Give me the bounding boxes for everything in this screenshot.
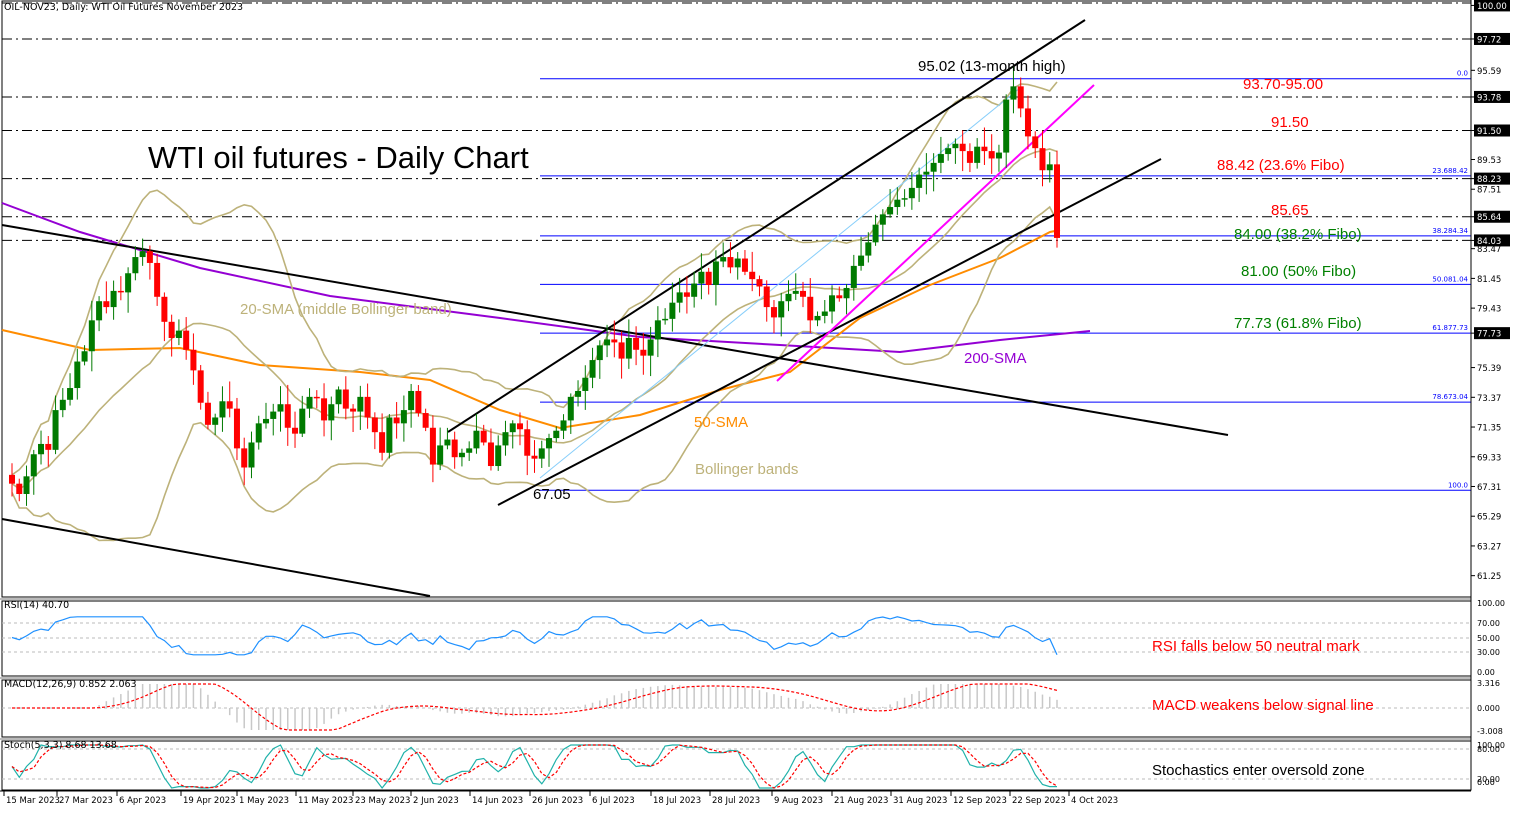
svg-text:14 Jun 2023: 14 Jun 2023 (472, 796, 523, 806)
svg-text:67.31: 67.31 (1477, 483, 1501, 493)
main-pane (1, 0, 1472, 598)
svg-text:100.00: 100.00 (1477, 741, 1505, 750)
svg-text:15 Mar 2023: 15 Mar 2023 (6, 796, 60, 806)
svg-text:93.78: 93.78 (1477, 93, 1501, 103)
level-label-93-95: 93.70-95.00 (1243, 76, 1324, 93)
svg-text:4 Oct 2023: 4 Oct 2023 (1071, 796, 1118, 806)
stoch-note: Stochastics enter oversold zone (1152, 762, 1365, 779)
sma200-annotation: 200-SMA (964, 350, 1027, 367)
svg-text:71.35: 71.35 (1477, 424, 1501, 434)
svg-text:91.50: 91.50 (1477, 127, 1501, 137)
svg-text:-3.008: -3.008 (1477, 727, 1503, 736)
high-annotation: 95.02 (13-month high) (918, 58, 1066, 75)
svg-text:85.64: 85.64 (1477, 213, 1501, 223)
svg-text:28 Jul 2023: 28 Jul 2023 (712, 796, 760, 806)
svg-text:6 Jul 2023: 6 Jul 2023 (592, 796, 635, 806)
svg-text:19 Apr 2023: 19 Apr 2023 (183, 796, 236, 806)
svg-text:80.00: 80.00 (1477, 745, 1500, 754)
svg-text:50.00: 50.00 (1477, 634, 1500, 643)
svg-text:11 May 2023: 11 May 2023 (298, 796, 353, 806)
symbol-caption: OIL-NOV23, Daily: WTI Oil Futures Novemb… (4, 2, 244, 13)
svg-text:77.73: 77.73 (1477, 330, 1501, 340)
svg-text:75.39: 75.39 (1477, 364, 1501, 374)
svg-text:23.688.42: 23.688.42 (1432, 167, 1468, 175)
level-label-85-65: 85.65 (1271, 202, 1309, 219)
svg-text:26 Jun 2023: 26 Jun 2023 (532, 796, 583, 806)
svg-text:100.00: 100.00 (1477, 599, 1505, 608)
svg-text:1 May 2023: 1 May 2023 (239, 796, 289, 806)
svg-text:18 Jul 2023: 18 Jul 2023 (653, 796, 701, 806)
svg-text:69.33: 69.33 (1477, 453, 1501, 463)
macd-label: MACD(12,26,9) 0.852 2.063 (4, 679, 137, 690)
svg-text:38.284.34: 38.284.34 (1432, 227, 1468, 235)
svg-text:89.53: 89.53 (1477, 156, 1501, 166)
svg-text:30.00: 30.00 (1477, 648, 1500, 657)
svg-text:22 Sep 2023: 22 Sep 2023 (1012, 796, 1066, 806)
svg-text:61.25: 61.25 (1477, 572, 1501, 582)
svg-text:20.00: 20.00 (1477, 775, 1500, 784)
svg-text:81.45: 81.45 (1477, 275, 1501, 285)
svg-text:84.03: 84.03 (1477, 237, 1501, 247)
svg-text:97.72: 97.72 (1477, 35, 1501, 45)
svg-text:61.877.73: 61.877.73 (1432, 324, 1468, 332)
svg-text:70.00: 70.00 (1477, 619, 1500, 628)
svg-text:12 Sep 2023: 12 Sep 2023 (953, 796, 1007, 806)
svg-text:27 Mar 2023: 27 Mar 2023 (59, 796, 113, 806)
svg-text:3.316: 3.316 (1477, 679, 1500, 688)
level-label-84-00: 84.00 (38.2% Fibo) (1234, 226, 1362, 243)
sma50-annotation: 50-SMA (694, 414, 749, 431)
svg-text:31 Aug 2023: 31 Aug 2023 (893, 796, 947, 806)
svg-text:95.59: 95.59 (1477, 67, 1501, 77)
svg-text:63.27: 63.27 (1477, 542, 1501, 552)
macd-note: MACD weakens below signal line (1152, 697, 1374, 714)
svg-text:100.0: 100.0 (1448, 481, 1468, 489)
rsi-label: RSI(14) 40.70 (4, 600, 70, 611)
rsi-note: RSI falls below 50 neutral mark (1152, 638, 1360, 655)
svg-text:2 Jun 2023: 2 Jun 2023 (413, 796, 459, 806)
level-label-81-00: 81.00 (50% Fibo) (1241, 263, 1357, 280)
svg-text:87.51: 87.51 (1477, 186, 1501, 196)
svg-text:0.000: 0.000 (1477, 704, 1500, 713)
stoch-label: Stoch(5,3,3) 8.68 13.68 (4, 740, 117, 751)
sma20-annotation: 20-SMA (middle Bollinger band) (240, 301, 452, 318)
svg-text:83.47: 83.47 (1477, 245, 1501, 255)
chart-title: WTI oil futures - Daily Chart (148, 140, 529, 175)
level-label-91-50: 91.50 (1271, 114, 1309, 131)
svg-text:0.0: 0.0 (1457, 70, 1468, 78)
svg-text:88.23: 88.23 (1477, 175, 1501, 185)
svg-text:65.29: 65.29 (1477, 513, 1501, 523)
svg-text:50.081.04: 50.081.04 (1432, 275, 1468, 283)
bollinger-annotation: Bollinger bands (695, 461, 799, 478)
svg-text:0.00: 0.00 (1477, 778, 1495, 787)
svg-text:79.43: 79.43 (1477, 305, 1501, 315)
svg-text:21 Aug 2023: 21 Aug 2023 (834, 796, 888, 806)
svg-text:0.00: 0.00 (1477, 668, 1495, 677)
svg-text:23 May 2023: 23 May 2023 (355, 796, 410, 806)
svg-text:100.00: 100.00 (1477, 2, 1507, 12)
svg-text:6 Apr 2023: 6 Apr 2023 (119, 796, 166, 806)
svg-text:78.673.04: 78.673.04 (1432, 393, 1468, 401)
svg-text:73.37: 73.37 (1477, 394, 1501, 404)
svg-text:9 Aug 2023: 9 Aug 2023 (774, 796, 823, 806)
low-annotation: 67.05 (533, 486, 571, 503)
level-label-77-73: 77.73 (61.8% Fibo) (1234, 315, 1362, 332)
level-label-88-42: 88.42 (23.6% Fibo) (1217, 157, 1345, 174)
